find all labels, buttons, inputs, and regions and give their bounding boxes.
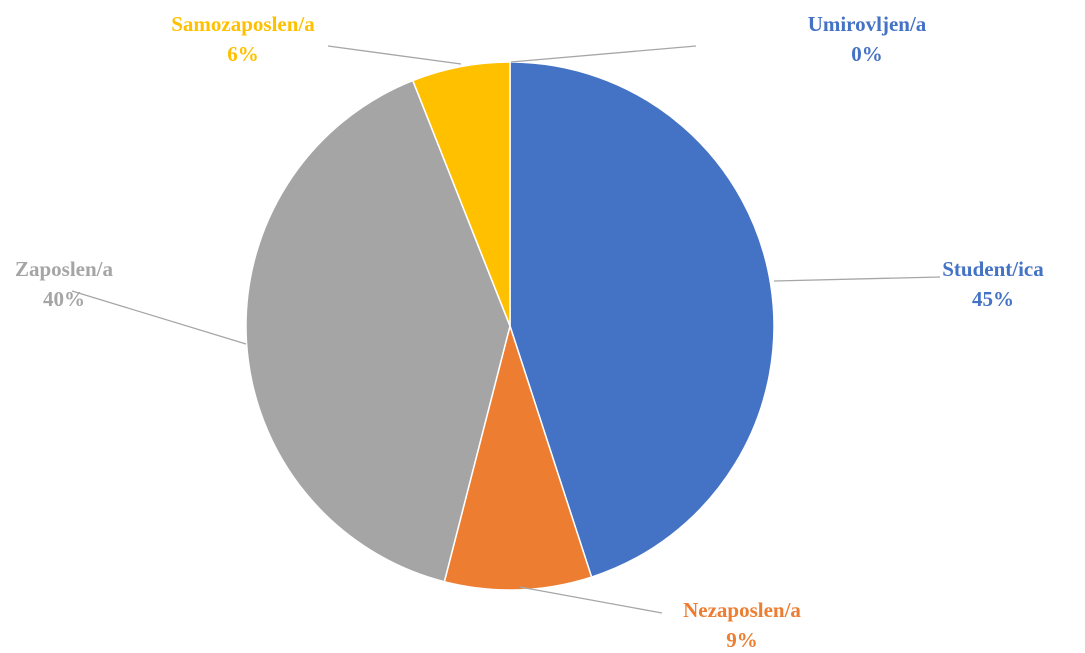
leader-line xyxy=(519,586,663,614)
value-label: 9% xyxy=(726,628,758,652)
category-label: Umirovljen/a xyxy=(808,12,927,36)
value-label: 6% xyxy=(227,42,259,66)
value-label: 0% xyxy=(851,42,883,66)
leader-line xyxy=(773,276,941,282)
pie-slice xyxy=(443,323,593,591)
pie-slice xyxy=(509,61,775,579)
category-label: Samozaposlen/a xyxy=(171,12,315,36)
category-label: Zaposlen/a xyxy=(15,257,114,281)
leader-line xyxy=(71,290,247,345)
value-label: 45% xyxy=(972,287,1014,311)
leader-line xyxy=(327,45,462,65)
leader-line xyxy=(510,45,697,63)
category-label: Nezaposlen/a xyxy=(683,598,801,622)
pie-slice xyxy=(245,79,511,583)
category-label: Student/ica xyxy=(942,257,1044,281)
value-label: 40% xyxy=(43,287,85,311)
pie-slice xyxy=(411,61,511,327)
